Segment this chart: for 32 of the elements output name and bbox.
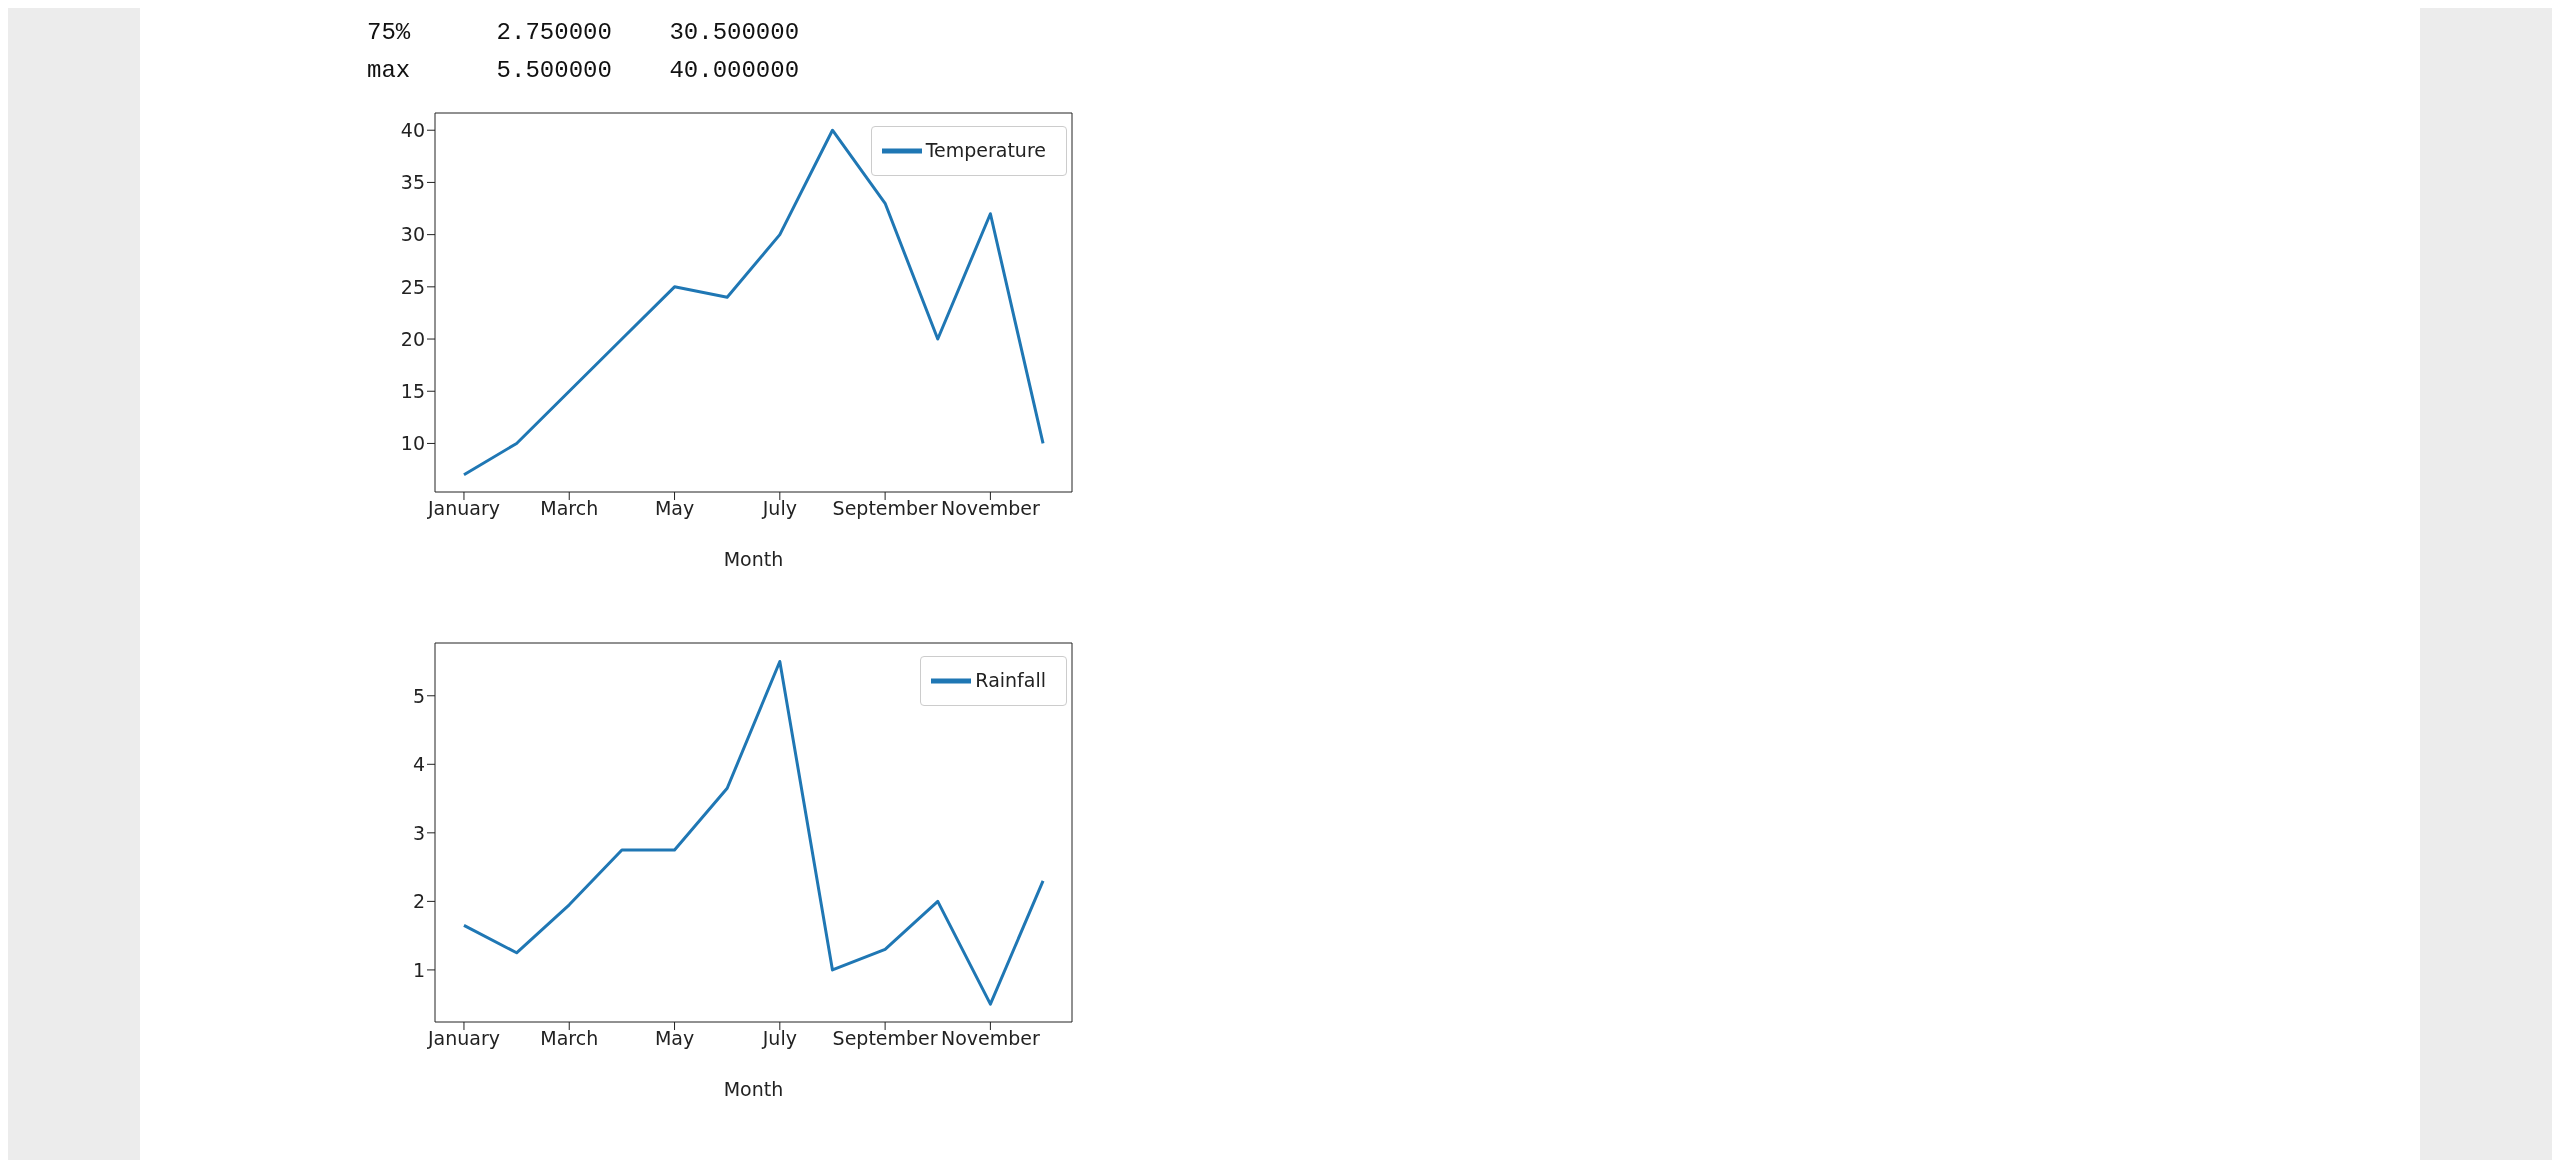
- x-tick-label: September: [832, 1027, 938, 1050]
- y-tick-label: 10: [400, 432, 425, 455]
- text: 75% 2.750000 30.500000: [367, 18, 801, 48]
- x-tick-label: July: [761, 497, 797, 520]
- x-tick-label: May: [654, 497, 695, 520]
- x-tick-label: September: [832, 497, 938, 520]
- y-tick-label: 5: [412, 684, 425, 707]
- y-tick-label: 2: [412, 890, 425, 913]
- legend-label: Temperature: [925, 138, 1046, 161]
- x-tick-label: May: [654, 1027, 695, 1050]
- y-tick-label: 35: [400, 171, 425, 194]
- x-tick-label: January: [426, 1027, 500, 1050]
- y-tick-label: 30: [400, 223, 425, 246]
- x-tick-label: November: [940, 1027, 1041, 1050]
- x-tick-label: July: [761, 1027, 797, 1050]
- y-tick-label: 3: [412, 821, 425, 844]
- x-tick-label: March: [540, 497, 599, 520]
- line-series: [462, 660, 1045, 1006]
- x-axis-title: Month: [723, 1078, 784, 1100]
- x-tick-label: January: [426, 497, 500, 520]
- y-tick-label: 4: [412, 753, 425, 776]
- y-tick-label: 20: [400, 327, 425, 350]
- y-tick-label: 1: [412, 958, 425, 981]
- legend-label: Rainfall: [975, 668, 1046, 691]
- y-tick-label: 25: [400, 275, 425, 298]
- text: max 5.500000 40.000000: [367, 56, 801, 86]
- x-axis-title: Month: [723, 548, 784, 570]
- y-tick-label: 40: [400, 118, 425, 141]
- x-tick-label: November: [940, 497, 1041, 520]
- x-tick-label: March: [540, 1027, 599, 1050]
- y-tick-label: 15: [400, 379, 425, 402]
- line-series: [462, 128, 1045, 477]
